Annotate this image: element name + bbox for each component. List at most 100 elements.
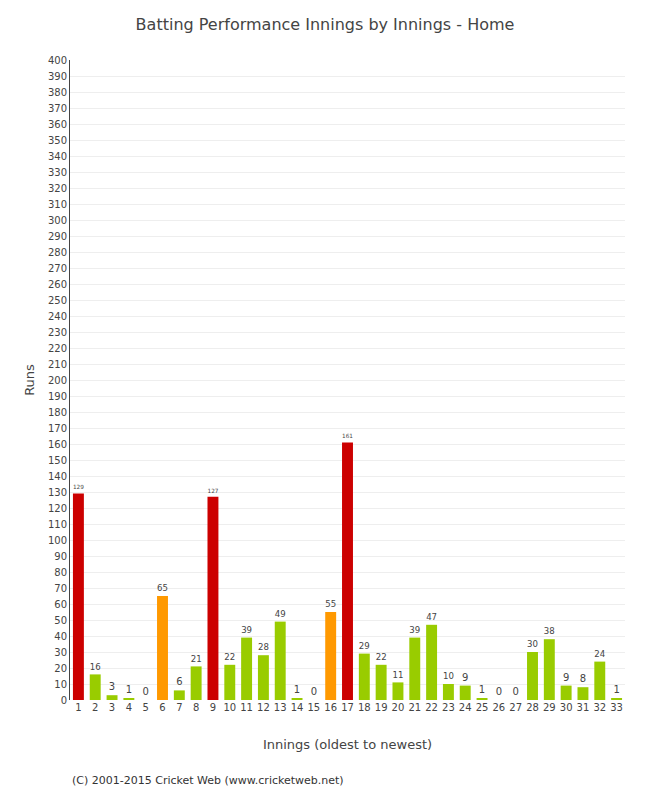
svg-text:29: 29 bbox=[543, 702, 556, 713]
svg-text:90: 90 bbox=[54, 551, 67, 562]
svg-text:22: 22 bbox=[425, 702, 438, 713]
svg-text:0: 0 bbox=[512, 686, 518, 697]
svg-text:50: 50 bbox=[54, 615, 67, 626]
svg-text:380: 380 bbox=[48, 87, 67, 98]
svg-text:350: 350 bbox=[48, 135, 67, 146]
svg-text:39: 39 bbox=[241, 625, 252, 635]
svg-text:28: 28 bbox=[526, 702, 539, 713]
svg-text:40: 40 bbox=[54, 631, 67, 642]
svg-text:0: 0 bbox=[496, 686, 502, 697]
svg-text:22: 22 bbox=[224, 652, 235, 662]
svg-text:1: 1 bbox=[126, 684, 132, 695]
svg-text:7: 7 bbox=[176, 702, 182, 713]
svg-text:12: 12 bbox=[257, 702, 270, 713]
svg-text:31: 31 bbox=[577, 702, 590, 713]
svg-text:260: 260 bbox=[48, 279, 67, 290]
svg-text:360: 360 bbox=[48, 119, 67, 130]
svg-text:250: 250 bbox=[48, 295, 67, 306]
svg-text:160: 160 bbox=[48, 439, 67, 450]
svg-text:11: 11 bbox=[240, 702, 253, 713]
svg-text:161: 161 bbox=[342, 433, 353, 439]
svg-text:140: 140 bbox=[48, 471, 67, 482]
svg-text:6: 6 bbox=[176, 676, 182, 687]
svg-text:390: 390 bbox=[48, 71, 67, 82]
svg-text:1: 1 bbox=[613, 684, 619, 695]
svg-text:9: 9 bbox=[563, 672, 569, 683]
svg-text:9: 9 bbox=[462, 672, 468, 683]
svg-text:55: 55 bbox=[325, 599, 336, 609]
svg-text:150: 150 bbox=[48, 455, 67, 466]
svg-text:Runs: Runs bbox=[22, 364, 37, 396]
svg-text:20: 20 bbox=[54, 663, 67, 674]
svg-text:10: 10 bbox=[223, 702, 236, 713]
svg-text:230: 230 bbox=[48, 327, 67, 338]
svg-text:240: 240 bbox=[48, 311, 67, 322]
svg-text:30: 30 bbox=[54, 647, 67, 658]
svg-text:3: 3 bbox=[109, 702, 115, 713]
svg-text:20: 20 bbox=[392, 702, 405, 713]
svg-text:49: 49 bbox=[275, 609, 286, 619]
svg-text:30: 30 bbox=[560, 702, 573, 713]
svg-text:100: 100 bbox=[48, 535, 67, 546]
svg-text:210: 210 bbox=[48, 359, 67, 370]
svg-text:110: 110 bbox=[48, 519, 67, 530]
svg-text:10: 10 bbox=[54, 679, 67, 690]
svg-text:1: 1 bbox=[479, 684, 485, 695]
svg-text:26: 26 bbox=[492, 702, 505, 713]
svg-text:33: 33 bbox=[610, 702, 623, 713]
svg-text:4: 4 bbox=[126, 702, 132, 713]
svg-text:320: 320 bbox=[48, 183, 67, 194]
svg-text:5: 5 bbox=[142, 702, 148, 713]
svg-text:190: 190 bbox=[48, 391, 67, 402]
svg-text:340: 340 bbox=[48, 151, 67, 162]
svg-text:6: 6 bbox=[159, 702, 165, 713]
svg-text:60: 60 bbox=[54, 599, 67, 610]
svg-text:21: 21 bbox=[191, 654, 202, 664]
svg-text:27: 27 bbox=[509, 702, 522, 713]
svg-text:129: 129 bbox=[73, 484, 84, 490]
svg-text:(C) 2001-2015 Cricket Web (www: (C) 2001-2015 Cricket Web (www.cricketwe… bbox=[72, 774, 344, 787]
svg-text:Innings (oldest to newest): Innings (oldest to newest) bbox=[263, 737, 432, 752]
svg-text:9: 9 bbox=[210, 702, 216, 713]
svg-text:0: 0 bbox=[311, 686, 317, 697]
svg-text:22: 22 bbox=[376, 652, 387, 662]
svg-text:80: 80 bbox=[54, 567, 67, 578]
svg-text:32: 32 bbox=[593, 702, 606, 713]
svg-text:200: 200 bbox=[48, 375, 67, 386]
svg-text:330: 330 bbox=[48, 167, 67, 178]
svg-text:25: 25 bbox=[476, 702, 489, 713]
svg-text:170: 170 bbox=[48, 423, 67, 434]
svg-text:120: 120 bbox=[48, 503, 67, 514]
svg-text:8: 8 bbox=[580, 673, 586, 684]
svg-text:24: 24 bbox=[459, 702, 472, 713]
svg-text:130: 130 bbox=[48, 487, 67, 498]
svg-text:38: 38 bbox=[544, 626, 555, 636]
svg-text:39: 39 bbox=[409, 625, 420, 635]
svg-text:270: 270 bbox=[48, 263, 67, 274]
svg-text:19: 19 bbox=[375, 702, 388, 713]
svg-text:14: 14 bbox=[291, 702, 304, 713]
svg-text:370: 370 bbox=[48, 103, 67, 114]
svg-text:290: 290 bbox=[48, 231, 67, 242]
svg-text:1: 1 bbox=[75, 702, 81, 713]
svg-text:28: 28 bbox=[258, 642, 269, 652]
svg-text:24: 24 bbox=[594, 649, 605, 659]
svg-text:127: 127 bbox=[207, 488, 218, 494]
svg-text:2: 2 bbox=[92, 702, 98, 713]
svg-text:15: 15 bbox=[307, 702, 320, 713]
svg-text:23: 23 bbox=[442, 702, 455, 713]
svg-text:400: 400 bbox=[48, 55, 67, 66]
svg-text:Batting Performance Innings by: Batting Performance Innings by Innings -… bbox=[136, 15, 515, 34]
svg-text:18: 18 bbox=[358, 702, 371, 713]
svg-text:3: 3 bbox=[109, 681, 115, 692]
svg-text:65: 65 bbox=[157, 583, 168, 593]
svg-text:180: 180 bbox=[48, 407, 67, 418]
svg-text:70: 70 bbox=[54, 583, 67, 594]
svg-text:16: 16 bbox=[324, 702, 337, 713]
svg-text:0: 0 bbox=[142, 686, 148, 697]
svg-text:11: 11 bbox=[392, 670, 403, 680]
svg-text:280: 280 bbox=[48, 247, 67, 258]
svg-text:29: 29 bbox=[359, 641, 370, 651]
svg-text:16: 16 bbox=[90, 662, 101, 672]
svg-text:220: 220 bbox=[48, 343, 67, 354]
